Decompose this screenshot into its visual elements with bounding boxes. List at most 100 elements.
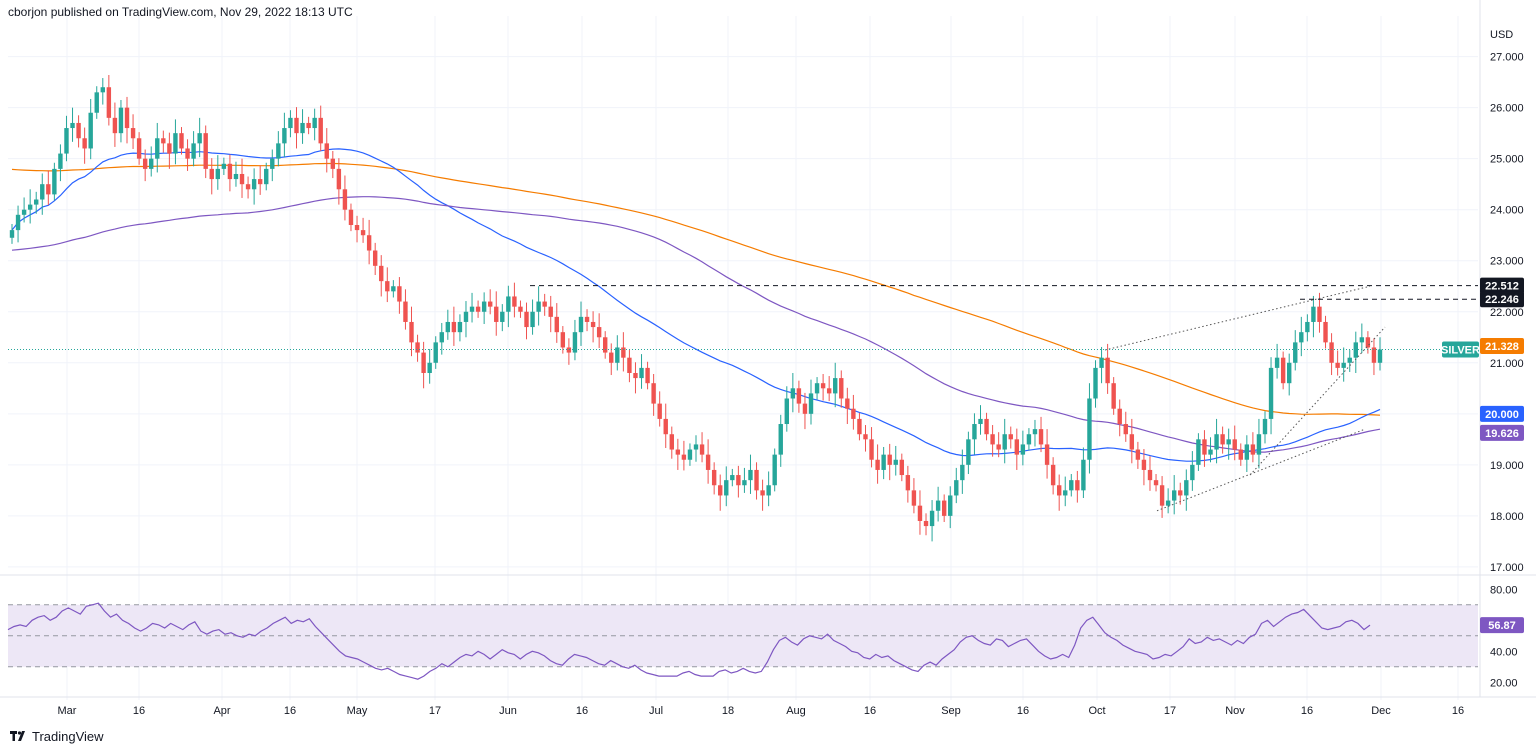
candle	[887, 443, 892, 481]
candle-body	[808, 393, 814, 414]
candle	[566, 338, 572, 365]
candle-body	[15, 214, 21, 231]
candle-body	[1178, 490, 1183, 496]
candle-body	[167, 143, 172, 154]
candle-body	[1123, 424, 1128, 435]
candle	[318, 105, 323, 152]
candle	[257, 165, 263, 195]
candle-body	[136, 138, 142, 159]
candle-body	[754, 469, 759, 491]
candle-body	[251, 179, 257, 190]
candle	[403, 289, 408, 330]
candle-body	[239, 173, 245, 185]
candle	[155, 122, 160, 173]
candle	[203, 125, 208, 179]
candle-body	[1214, 434, 1219, 450]
candle-body	[1353, 342, 1358, 358]
candle-body	[282, 128, 287, 144]
candle-body	[639, 367, 644, 379]
candle-body	[469, 306, 475, 312]
candle-body	[839, 378, 844, 399]
candle-body	[257, 179, 263, 185]
candle-body	[1087, 398, 1092, 460]
candle	[724, 466, 729, 507]
candle	[1232, 425, 1237, 461]
candle	[1220, 426, 1225, 454]
candle-body	[1232, 439, 1237, 450]
candle	[40, 173, 45, 215]
candle	[1280, 351, 1286, 390]
candle	[149, 146, 154, 177]
candle-body	[46, 184, 51, 195]
candle	[1335, 350, 1340, 376]
time-tick-label: Apr	[213, 705, 230, 717]
candle-body	[179, 133, 184, 149]
candle	[766, 471, 771, 507]
candle-body	[124, 107, 130, 129]
candle-body	[112, 117, 118, 134]
candle	[554, 303, 559, 343]
candle	[439, 322, 444, 355]
candle-body	[64, 128, 69, 154]
candle-body	[1032, 429, 1038, 435]
candle-body	[560, 332, 566, 348]
candle	[481, 292, 487, 325]
candle-body	[1287, 362, 1292, 384]
candle-body	[1117, 408, 1122, 425]
candle-body	[554, 316, 559, 333]
candle	[233, 161, 239, 187]
candle	[675, 438, 681, 470]
candle-body	[421, 352, 426, 373]
price-tick-label: 26.000	[1490, 103, 1524, 115]
candle-body	[142, 158, 148, 169]
candle	[391, 280, 396, 298]
candle-body	[524, 311, 529, 328]
candle-body	[742, 480, 747, 486]
candle-body	[724, 480, 729, 496]
candle-body	[590, 321, 596, 328]
candle	[294, 107, 299, 149]
candle-body	[403, 301, 408, 322]
time-tick-label: Oct	[1088, 705, 1105, 717]
candle	[191, 131, 196, 167]
candle	[839, 370, 844, 408]
candle	[1184, 469, 1189, 511]
candle-body	[445, 321, 451, 333]
candle-body	[736, 475, 741, 486]
candle	[1038, 416, 1044, 453]
candle	[348, 203, 354, 232]
candle	[899, 453, 905, 482]
candle	[330, 151, 336, 179]
candle-body	[826, 388, 832, 394]
candle	[185, 139, 190, 171]
candle	[651, 374, 656, 416]
candle-body	[693, 444, 699, 450]
candle-body	[245, 184, 251, 190]
price-tag-bg	[1480, 424, 1524, 441]
candle-body	[645, 367, 650, 384]
ma-blue-line	[11, 148, 1381, 462]
candle	[227, 154, 233, 192]
candle-body	[360, 230, 366, 236]
candle	[996, 432, 1001, 458]
candle	[161, 130, 166, 153]
candle-body	[851, 408, 856, 419]
candle-body	[802, 403, 808, 414]
candle-body	[385, 281, 390, 292]
candle	[58, 144, 63, 182]
candle-body	[300, 122, 305, 134]
candle-body	[621, 347, 626, 358]
candle-body	[88, 112, 93, 149]
candle-body	[1262, 418, 1268, 435]
candle-body	[711, 469, 717, 486]
candle	[935, 486, 941, 522]
candle	[1256, 418, 1262, 469]
candle	[500, 304, 505, 332]
candle	[1105, 343, 1110, 394]
candle	[711, 462, 717, 495]
candle-body	[663, 418, 668, 435]
candle	[106, 74, 112, 126]
candle	[415, 334, 420, 362]
candle-body	[197, 133, 202, 144]
